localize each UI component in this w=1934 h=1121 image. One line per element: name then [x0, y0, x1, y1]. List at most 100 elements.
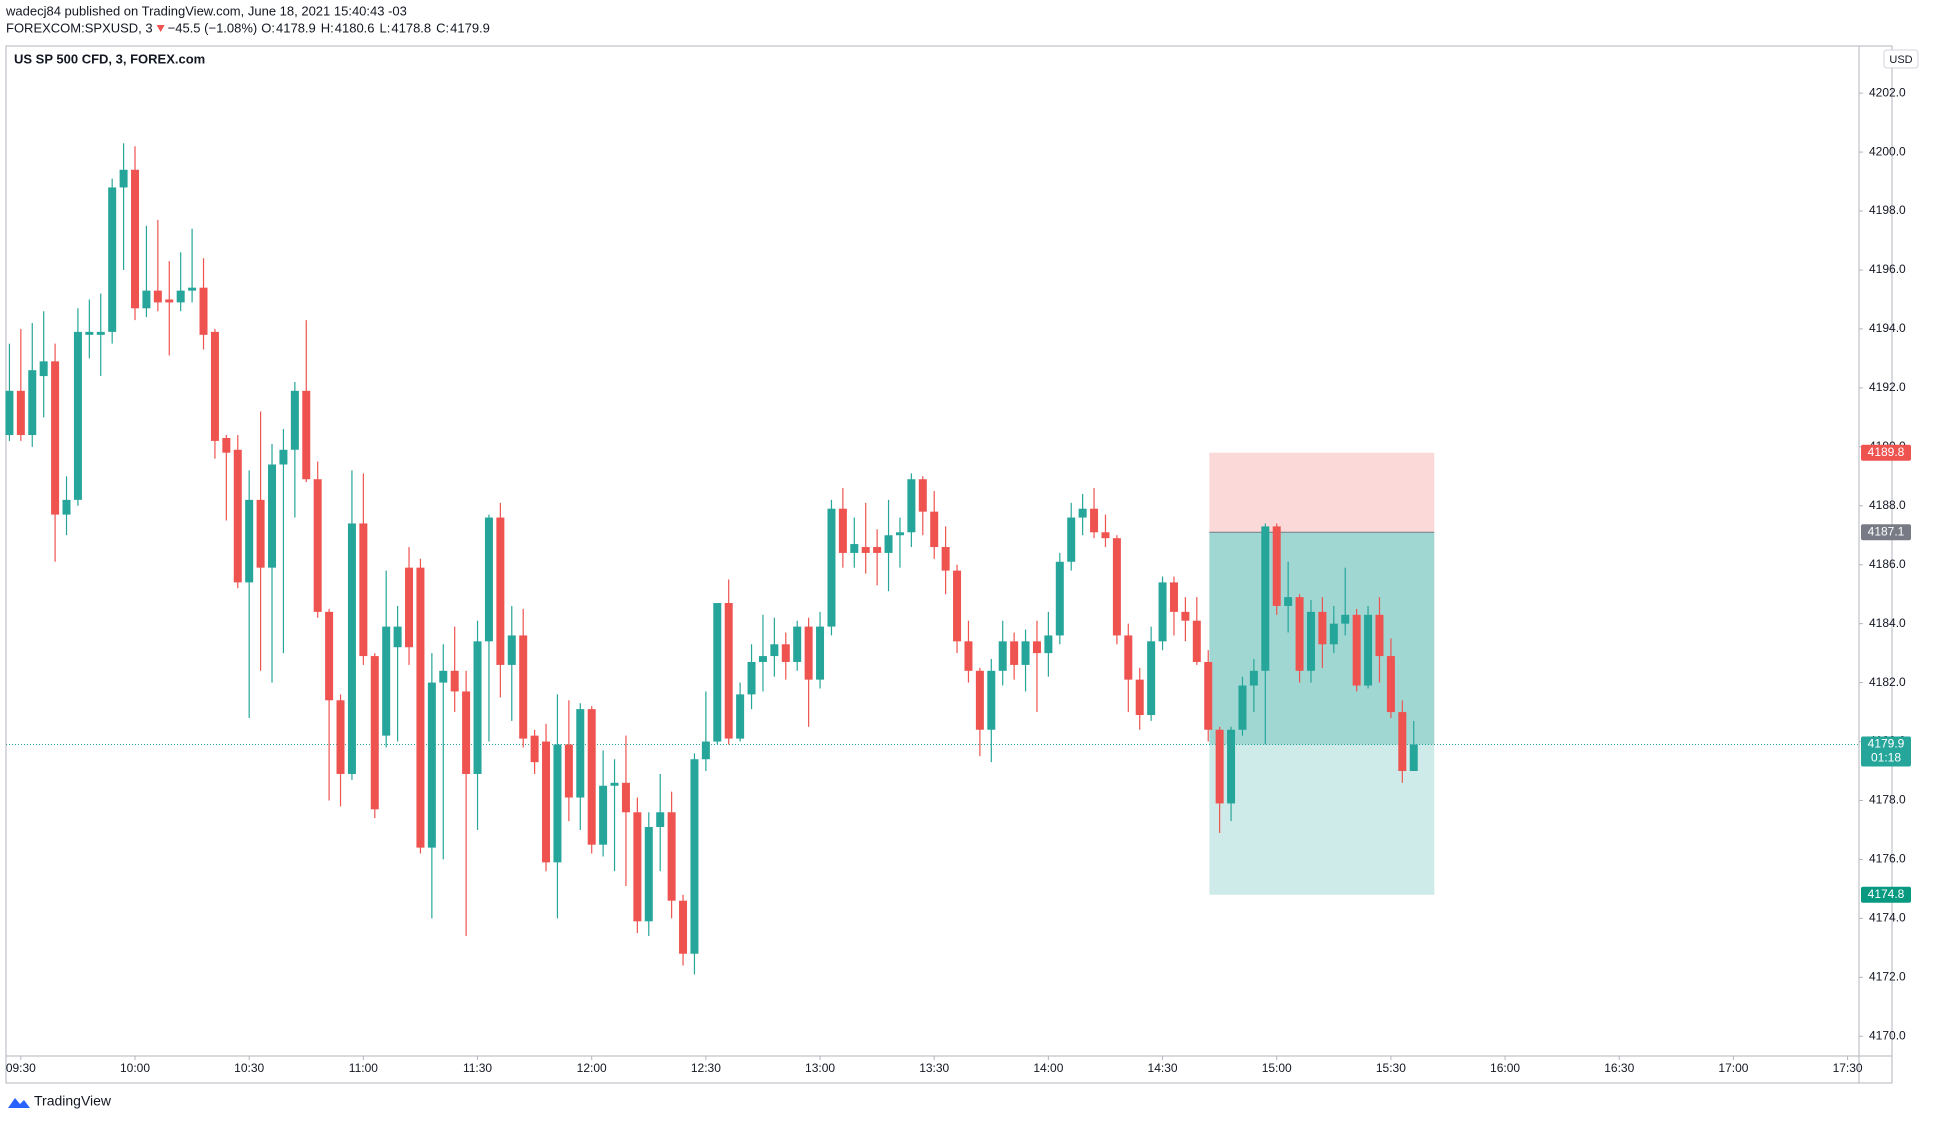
stop-label: 4189.8	[1868, 445, 1905, 459]
down-arrow	[156, 25, 165, 32]
candle-body	[1295, 597, 1304, 671]
currency: USD	[1889, 54, 1912, 66]
candle-body	[39, 361, 48, 377]
candle-body	[233, 449, 242, 583]
ohlc-value: 4180.6	[335, 20, 375, 35]
target-badge	[1861, 886, 1911, 903]
candle-body	[1329, 623, 1338, 645]
y-tick-label: 4202.0	[1869, 85, 1906, 99]
candle-body	[1398, 712, 1407, 772]
logo-icon	[8, 1098, 30, 1108]
candle-body	[188, 287, 197, 291]
y-tick-label: 4192.0	[1869, 380, 1906, 394]
x-tick-label: 15:00	[1262, 1061, 1292, 1075]
y-tick-label: 4184.0	[1869, 616, 1906, 630]
candle-body	[302, 390, 311, 480]
candle-body	[724, 603, 733, 739]
candle-body	[142, 290, 151, 309]
x-tick-label: 16:30	[1604, 1061, 1634, 1075]
candle-body	[530, 735, 539, 763]
y-tick-label: 4200.0	[1869, 144, 1906, 158]
candle-body	[701, 741, 710, 760]
candle-body	[667, 812, 676, 901]
currency-box	[1883, 49, 1919, 69]
candle-body	[827, 508, 836, 627]
candle-body	[633, 812, 642, 922]
stop-zone	[1209, 452, 1435, 533]
x-tick-label: 17:30	[1833, 1061, 1863, 1075]
candle-body	[393, 626, 402, 648]
candle-body	[1032, 641, 1041, 654]
candle-body	[1215, 729, 1224, 804]
candle-body	[427, 682, 436, 848]
candle-body	[496, 517, 505, 665]
candle-body	[370, 656, 379, 810]
candle-body	[553, 744, 562, 863]
candle-body	[1284, 597, 1293, 606]
candle-body	[325, 611, 334, 701]
candle-body	[621, 782, 630, 813]
candle-body	[975, 670, 984, 730]
candle-body	[998, 641, 1007, 671]
candle-body	[1021, 641, 1030, 665]
candle-body	[713, 603, 722, 742]
candle-body	[462, 691, 471, 774]
x-tick-label: 12:00	[577, 1061, 607, 1075]
candle-body	[1204, 661, 1213, 730]
candle-body	[108, 187, 117, 332]
y-tick-label: 4196.0	[1869, 262, 1906, 276]
y-tick-label: 4174.0	[1869, 911, 1906, 925]
x-tick-label: 15:30	[1376, 1061, 1406, 1075]
candle-body	[1409, 744, 1418, 772]
ohlc-value: 4178.9	[276, 20, 316, 35]
candle-body	[73, 331, 82, 500]
candle-body	[576, 709, 585, 798]
candle-body	[758, 656, 767, 662]
candle-body	[519, 635, 528, 739]
candle-body	[918, 479, 927, 512]
x-tick-label: 14:30	[1148, 1061, 1178, 1075]
candle-body	[313, 479, 322, 612]
candle-body	[199, 287, 208, 335]
symbol: FOREXCOM:SPXUSD, 3	[6, 20, 153, 35]
published-line: wadecj84 published on TradingView.com, J…	[5, 3, 407, 18]
candle-body	[1272, 526, 1281, 606]
candle-body	[96, 331, 105, 335]
x-tick-label: 12:30	[691, 1061, 721, 1075]
candle-body	[850, 544, 859, 553]
candle-body	[382, 626, 391, 736]
candle-body	[62, 499, 71, 515]
candle-body	[1238, 685, 1247, 730]
candle-body	[907, 479, 916, 533]
candle-body	[16, 390, 25, 436]
candle-body	[1181, 611, 1190, 621]
candle-body	[1364, 614, 1373, 686]
ohlc-label: O:	[261, 20, 275, 35]
candle-body	[1055, 561, 1064, 636]
candle-body	[1067, 517, 1076, 562]
candle-body	[1101, 532, 1110, 539]
candle-body	[736, 694, 745, 739]
entry-badge	[1861, 524, 1911, 541]
candle-body	[359, 523, 368, 657]
candle-body	[816, 626, 825, 680]
candle-body	[405, 567, 414, 648]
candle-body	[1261, 526, 1270, 671]
candle-body	[1090, 508, 1099, 533]
candle-body	[873, 547, 882, 553]
candle-body	[610, 782, 619, 786]
candle-body	[793, 626, 802, 662]
candle-body	[679, 900, 688, 954]
candle-body	[781, 644, 790, 662]
x-tick-label: 10:00	[120, 1061, 150, 1075]
candle-body	[85, 331, 94, 335]
candle-body	[439, 670, 448, 683]
x-tick-label: 14:00	[1033, 1061, 1063, 1075]
candle-body	[542, 741, 551, 863]
stop-badge	[1861, 444, 1911, 461]
last-price-label: 4179.9	[1868, 737, 1905, 751]
candle-body	[953, 570, 962, 642]
x-tick-label: 13:00	[805, 1061, 835, 1075]
x-tick-label: 13:30	[919, 1061, 949, 1075]
